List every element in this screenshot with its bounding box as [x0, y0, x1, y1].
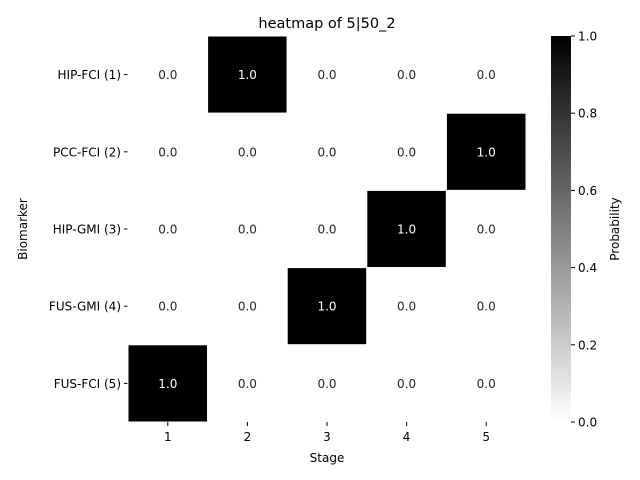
heatmap-cell [445, 267, 527, 346]
cell-value-label: 0.0 [477, 377, 496, 391]
cell-value-label: 0.0 [477, 68, 496, 82]
colorbar-tick-label: 0.6 [578, 184, 597, 198]
cell-value-label: 0.0 [238, 377, 257, 391]
heatmap-cell [127, 112, 209, 191]
heatmap-cell [286, 189, 368, 269]
colorbar-tick-label: 0.0 [578, 416, 597, 430]
heatmap-cell [127, 35, 209, 114]
colorbar-tick-label: 0.2 [578, 338, 597, 352]
cell-value-label: 0.0 [158, 223, 177, 237]
y-axis-label: Biomarker [16, 198, 30, 260]
colorbar-label: Probability [608, 197, 622, 260]
cell-value-label: 0.0 [158, 145, 177, 159]
cell-value-label: 1.0 [317, 300, 336, 314]
x-tick-label: 2 [244, 430, 252, 444]
heatmap-cell [207, 35, 288, 114]
cell-value-label: 0.0 [397, 300, 416, 314]
colorbar [551, 36, 571, 422]
colorbar-tick-label: 0.8 [578, 107, 597, 121]
cell-value-label: 0.0 [238, 223, 257, 237]
cell-value-label: 1.0 [397, 223, 416, 237]
cell-value-label: 0.0 [317, 145, 336, 159]
x-tick-label: 1 [164, 430, 172, 444]
cell-value-label: 0.0 [397, 377, 416, 391]
colorbar-tick-label: 1.0 [578, 30, 597, 44]
heatmap-cell [286, 267, 368, 346]
heatmap-cell [445, 344, 527, 423]
heatmap-cell [207, 189, 288, 269]
heatmap-cell [286, 35, 368, 114]
cell-value-label: 1.0 [238, 68, 257, 82]
heatmap-cell [445, 35, 527, 114]
cell-value-label: 0.0 [238, 145, 257, 159]
y-axis: HIP-FCI (1) PCC-FCI (2) HIP-GMI (3) FUS-GMI… [49, 68, 128, 391]
colorbar-ticks: 0.0 0.2 0.4 0.6 0.8 1.0 [571, 30, 597, 430]
y-tick-label: HIP-FCI (1) [58, 68, 122, 82]
heatmap-cell [127, 267, 209, 346]
heatmap-cell [445, 112, 527, 191]
x-tick-label: 3 [323, 430, 331, 444]
cell-value-label: 0.0 [317, 223, 336, 237]
y-tick-label: PCC-FCI (2) [53, 145, 121, 159]
heatmap-cell [207, 344, 288, 423]
cell-value-label: 1.0 [477, 145, 496, 159]
cell-value-label: 0.0 [477, 223, 496, 237]
heatmap-cell [366, 189, 447, 269]
heatmap-cell [445, 189, 527, 269]
heatmap-cells [127, 35, 527, 423]
cell-value-label: 0.0 [397, 145, 416, 159]
chart-title: heatmap of 5|50_2 [258, 16, 395, 32]
heatmap-cell-labels: 0.0 1.0 0.0 0.0 0.0 0.0 0.0 0.0 0.0 1.0 0.0 0.0 0.0 1… [158, 68, 495, 391]
y-tick-label: FUS-GMI (4) [49, 300, 121, 314]
y-tick-label: FUS-FCI (5) [54, 377, 121, 391]
cell-value-label: 0.0 [477, 300, 496, 314]
colorbar-tick-label: 0.4 [578, 261, 597, 275]
cell-value-label: 0.0 [317, 377, 336, 391]
x-axis-label: Stage [310, 451, 345, 465]
cell-value-label: 0.0 [238, 300, 257, 314]
heatmap-cell [127, 344, 209, 423]
x-axis: 1 2 3 4 5 [164, 422, 490, 444]
cell-value-label: 1.0 [158, 377, 177, 391]
x-tick-label: 5 [482, 430, 490, 444]
heatmap-cell [286, 344, 368, 423]
heatmap-cell [366, 35, 447, 114]
x-tick-label: 4 [403, 430, 411, 444]
cell-value-label: 0.0 [158, 300, 177, 314]
y-tick-label: HIP-GMI (3) [53, 223, 121, 237]
cell-value-label: 0.0 [397, 68, 416, 82]
heatmap-cell [207, 267, 288, 346]
heatmap-cell [286, 112, 368, 191]
heatmap-cell [366, 267, 447, 346]
cell-value-label: 0.0 [158, 68, 177, 82]
cell-value-label: 0.0 [317, 68, 336, 82]
